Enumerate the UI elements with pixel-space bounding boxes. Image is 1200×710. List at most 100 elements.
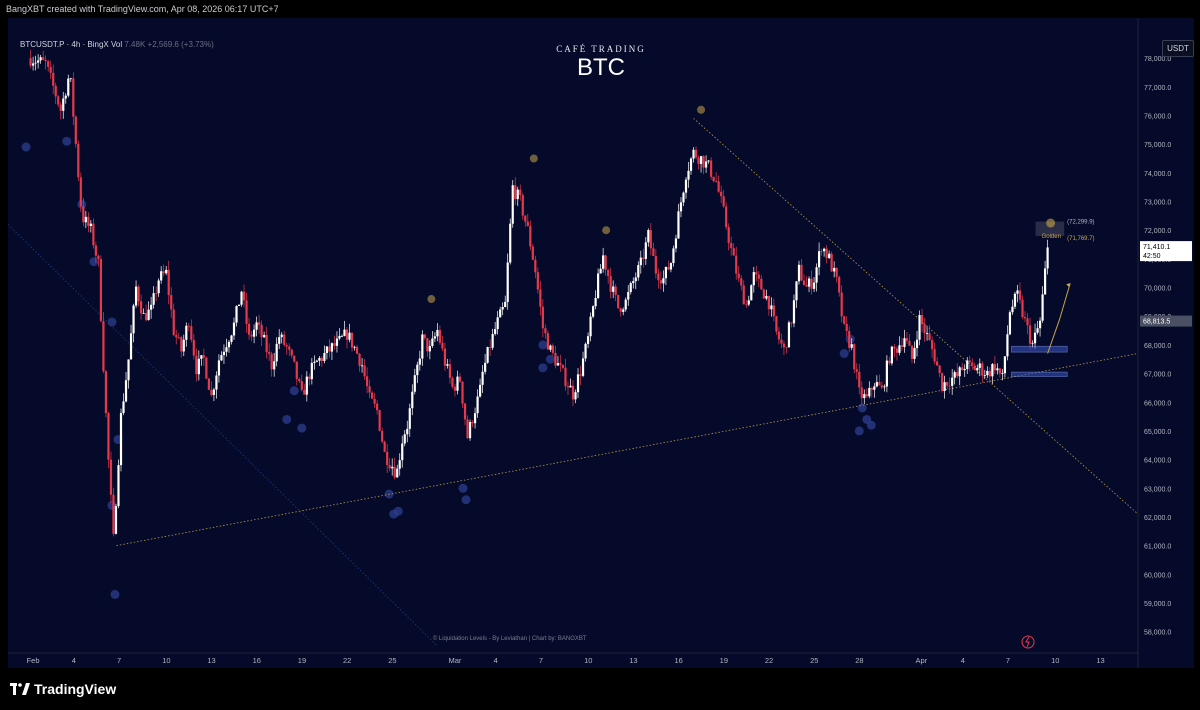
candle-body (619, 308, 622, 312)
price-tick-label: 73,000.0 (1144, 200, 1171, 207)
candle-body (245, 300, 248, 324)
candle-body (273, 361, 276, 370)
liquidation-cluster (89, 257, 99, 267)
candle-body (320, 358, 323, 362)
candle-body (770, 305, 773, 310)
candle-body (127, 359, 130, 381)
candle-body (1001, 373, 1004, 375)
time-tick-label: 22 (765, 656, 773, 665)
candle-body (406, 428, 409, 435)
candle-body (920, 315, 924, 325)
candle-body (875, 382, 878, 387)
candle-body (843, 316, 846, 324)
candle-body (451, 377, 454, 387)
candle-body (132, 305, 135, 334)
candle-body (669, 263, 673, 270)
candle-body (591, 306, 595, 317)
candle-body (647, 230, 650, 243)
lower-level-label: (71,769.7) (1067, 236, 1094, 242)
candle-body (883, 386, 886, 388)
candle-body (755, 272, 758, 275)
candle-body (546, 333, 549, 350)
candle-body (699, 156, 703, 164)
candle-body (323, 353, 326, 362)
liquidation-cluster (110, 589, 120, 599)
candle-body (948, 385, 951, 387)
candle-body (762, 289, 765, 299)
candle-body (898, 345, 901, 353)
candle-body (549, 345, 552, 350)
candle-body (315, 360, 318, 362)
candle-body (335, 338, 339, 346)
candle-body (376, 403, 379, 411)
candle-body (853, 344, 856, 370)
candle-body (978, 363, 981, 368)
candle-body (534, 259, 537, 273)
candle-body (466, 419, 469, 439)
price-tick-label: 59,000.0 (1144, 601, 1171, 608)
candle-body (614, 286, 617, 295)
candle-body (418, 358, 421, 365)
candle-body (654, 256, 657, 274)
liquidity-zone (1011, 345, 1068, 353)
candle-body (200, 355, 203, 359)
liquidation-cluster (282, 414, 292, 424)
attribution-text: BangXBT created with TradingView.com, Ap… (6, 4, 279, 14)
candle-body (408, 408, 411, 429)
candle-body (207, 378, 210, 390)
time-tick-label: 7 (1006, 656, 1010, 665)
candle-body (240, 291, 243, 305)
candle-body (481, 371, 484, 385)
candle-body (275, 343, 278, 362)
candle-body (900, 345, 904, 347)
candle-body (780, 339, 783, 344)
candle-body (682, 192, 685, 203)
candle-body (308, 376, 311, 380)
candle-body (486, 347, 489, 363)
candle-body (285, 344, 288, 347)
prev-close-tag (1140, 315, 1192, 327)
candle-body (162, 271, 165, 274)
candle-body (463, 403, 467, 420)
candle-body (536, 272, 539, 290)
candle-body (903, 338, 906, 347)
candle-body (692, 149, 695, 159)
candle-body (202, 355, 205, 358)
candle-body (594, 297, 597, 307)
candle-body (403, 434, 406, 444)
candle-body (747, 300, 750, 305)
candle-body (529, 226, 532, 247)
candle-body (119, 412, 123, 466)
candle-body (34, 62, 37, 64)
candle-body (1003, 356, 1007, 374)
candle-body (365, 376, 369, 387)
candle-body (702, 156, 705, 168)
candle-body (237, 304, 241, 306)
liquidation-cluster (854, 426, 864, 436)
candle-body (657, 273, 660, 281)
candle-body (190, 326, 193, 340)
candle-body (283, 334, 286, 345)
candle-body (222, 351, 226, 356)
candle-body (1016, 290, 1019, 294)
candle-body (461, 381, 464, 404)
candle-body (438, 329, 442, 343)
tradingview-logo[interactable]: TradingView (10, 681, 116, 697)
upper-level-label: (72,299.9) (1067, 220, 1094, 226)
golden-target-marker (1046, 218, 1056, 228)
liquidation-cluster (857, 403, 867, 413)
candle-body (258, 322, 261, 325)
liquidation-cluster (538, 363, 548, 373)
chart-panel[interactable]: (72,299.9) Golden (71,769.7) 58,000.0 59,000… (8, 18, 1194, 668)
candle-body (511, 185, 514, 224)
candle-body (57, 96, 60, 105)
price-tick-label: 72,000.0 (1144, 228, 1171, 235)
price-chart[interactable]: (72,299.9) Golden (71,769.7) 58,000.0 59,000… (8, 18, 1194, 668)
candle-body (182, 339, 185, 352)
candle-body (915, 339, 919, 349)
tradingview-logo-icon (10, 683, 30, 695)
currency-button[interactable]: USDT (1162, 40, 1194, 57)
candle-body (976, 367, 979, 371)
candle-body (541, 306, 544, 329)
candle-body (745, 304, 748, 306)
